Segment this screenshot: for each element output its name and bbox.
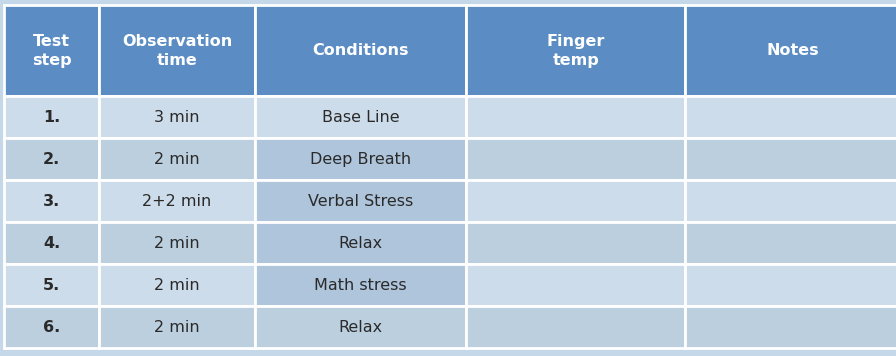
Text: 2+2 min: 2+2 min: [142, 194, 211, 209]
Bar: [99, 180, 255, 222]
Text: Observation
time: Observation time: [122, 34, 232, 68]
Bar: [466, 138, 685, 180]
Bar: [4, 138, 99, 180]
Text: 3 min: 3 min: [154, 110, 200, 125]
Bar: [255, 5, 466, 96]
Text: 2.: 2.: [43, 152, 60, 167]
Bar: [255, 306, 466, 348]
Bar: [4, 96, 99, 138]
Bar: [99, 5, 255, 96]
Bar: [4, 222, 99, 264]
Bar: [255, 96, 466, 138]
Bar: [685, 306, 896, 348]
Text: Math stress: Math stress: [314, 278, 407, 293]
Text: Relax: Relax: [339, 236, 383, 251]
Bar: [466, 96, 685, 138]
Bar: [255, 180, 466, 222]
Bar: [4, 264, 99, 306]
Bar: [255, 222, 466, 264]
Bar: [466, 222, 685, 264]
Bar: [685, 264, 896, 306]
Text: 2 min: 2 min: [154, 152, 200, 167]
Text: 2 min: 2 min: [154, 236, 200, 251]
Text: 2 min: 2 min: [154, 320, 200, 335]
Bar: [99, 138, 255, 180]
Text: Notes: Notes: [767, 43, 819, 58]
Bar: [4, 306, 99, 348]
Text: 2 min: 2 min: [154, 278, 200, 293]
Bar: [255, 264, 466, 306]
Bar: [4, 180, 99, 222]
Text: Finger
temp: Finger temp: [547, 34, 605, 68]
Bar: [685, 96, 896, 138]
Bar: [4, 5, 99, 96]
Bar: [466, 264, 685, 306]
Bar: [685, 138, 896, 180]
Bar: [685, 222, 896, 264]
Text: 3.: 3.: [43, 194, 60, 209]
Text: Conditions: Conditions: [313, 43, 409, 58]
Bar: [466, 306, 685, 348]
Text: Base Line: Base Line: [322, 110, 400, 125]
Bar: [466, 5, 685, 96]
Bar: [466, 180, 685, 222]
Text: 5.: 5.: [43, 278, 60, 293]
Bar: [99, 222, 255, 264]
Text: 1.: 1.: [43, 110, 60, 125]
Bar: [685, 5, 896, 96]
Text: Relax: Relax: [339, 320, 383, 335]
Bar: [99, 96, 255, 138]
Bar: [255, 138, 466, 180]
Text: Deep Breath: Deep Breath: [310, 152, 411, 167]
Text: Test
step: Test step: [31, 34, 72, 68]
Bar: [99, 264, 255, 306]
Bar: [99, 306, 255, 348]
Text: 6.: 6.: [43, 320, 60, 335]
Text: 4.: 4.: [43, 236, 60, 251]
Bar: [685, 180, 896, 222]
Text: Verbal Stress: Verbal Stress: [308, 194, 413, 209]
